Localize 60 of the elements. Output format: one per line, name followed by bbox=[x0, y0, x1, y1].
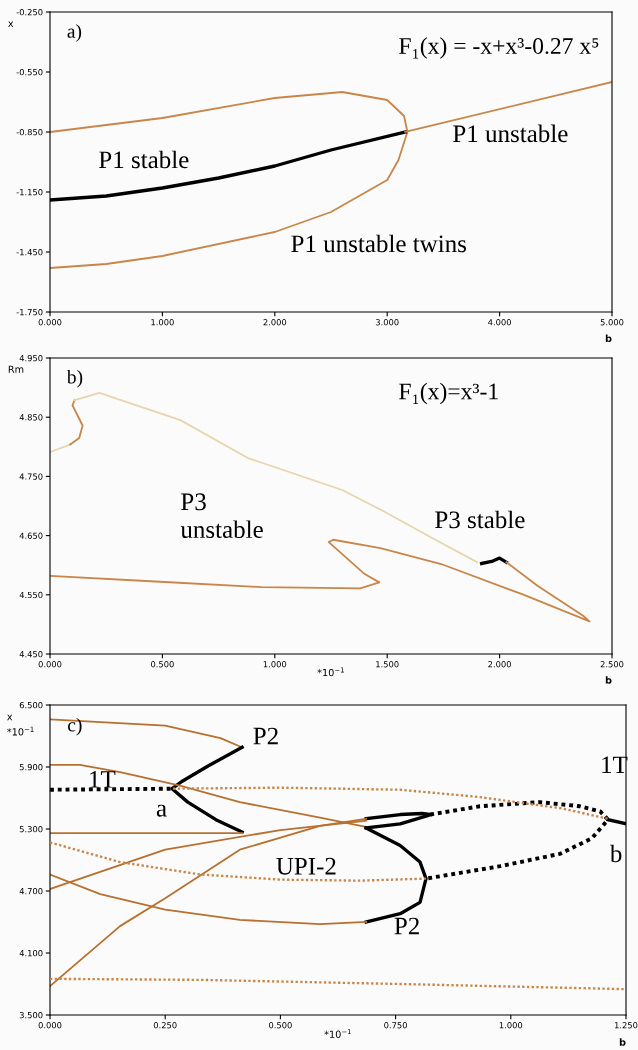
y-axis-title: x *10$^{−1}$ bbox=[7, 714, 34, 736]
text: b) bbox=[66, 369, 83, 388]
annotation: P3 stable bbox=[435, 510, 525, 529]
annotation: 1T bbox=[90, 771, 116, 788]
x-tick-label: 2.000 bbox=[263, 319, 287, 326]
y-tick-label: 4.750 bbox=[19, 473, 43, 480]
y-tick-label: 4.950 bbox=[19, 354, 43, 362]
y-tick-label: 5.900 bbox=[19, 763, 43, 771]
annotation: UPI-2 bbox=[276, 857, 336, 875]
x-tick-label: 2.500 bbox=[600, 661, 624, 668]
x-tick-label: 0.250 bbox=[153, 1022, 177, 1029]
x-tick-label: 0.500 bbox=[269, 1022, 292, 1029]
y-tick-label: -0.550 bbox=[16, 68, 43, 76]
text: F₁(x)=x³-1 bbox=[399, 382, 498, 405]
y-tick-label: -0.850 bbox=[16, 128, 43, 136]
x-tick-label: 1.000 bbox=[499, 1022, 523, 1029]
annotation: a bbox=[156, 804, 167, 817]
x-tick-label: 0.500 bbox=[151, 661, 174, 668]
annotation: P1 stable bbox=[99, 150, 189, 169]
x-axis-title: b bbox=[605, 334, 612, 343]
x-tick-label: 2.000 bbox=[488, 661, 511, 668]
x-tick-label: 4.000 bbox=[488, 319, 511, 326]
y-tick-label: 4.550 bbox=[19, 591, 43, 599]
y-tick-label: -0.250 bbox=[16, 8, 43, 16]
x-tick-label: 0.000 bbox=[38, 319, 62, 326]
y-tick-label: 4.100 bbox=[19, 949, 43, 957]
y-tick-label: 4.700 bbox=[19, 887, 43, 895]
x-tick-label: 1.000 bbox=[263, 661, 287, 668]
x-axis-title: b bbox=[619, 1038, 626, 1046]
x-axis-title: b bbox=[605, 676, 612, 684]
x-tick-label: 1.250 bbox=[614, 1022, 638, 1029]
text: *10$^{−1}$ bbox=[324, 1029, 351, 1038]
x-tick-label: 3.000 bbox=[375, 319, 399, 326]
text: c) bbox=[68, 717, 82, 736]
x-tick-label: 5.000 bbox=[600, 319, 624, 326]
annotation: P1 unstable bbox=[453, 124, 568, 143]
x-tick-label: 1.000 bbox=[151, 319, 174, 326]
y-tick-label: 4.650 bbox=[19, 532, 43, 539]
x-tick-label: 1.500 bbox=[376, 661, 399, 668]
x-tick-label: 0.750 bbox=[384, 1022, 407, 1029]
annotation: b bbox=[609, 844, 622, 863]
text: *10$^{−1}$ bbox=[317, 667, 344, 677]
annotation: P2 bbox=[253, 727, 278, 745]
y-tick-label: -1.750 bbox=[16, 308, 43, 316]
y-tick-label: 6.500 bbox=[19, 701, 43, 709]
y-tick-label: 4.450 bbox=[19, 650, 43, 658]
annotation: P1 unstable twins bbox=[291, 234, 467, 253]
y-axis-title: Rm bbox=[8, 365, 24, 373]
annotation: P2 bbox=[394, 917, 419, 935]
x-tick-label: 0.000 bbox=[38, 661, 62, 668]
annotation: P3 unstable bbox=[180, 493, 263, 539]
y-tick-label: -1.450 bbox=[16, 248, 43, 256]
y-tick-label: -1.150 bbox=[16, 188, 43, 196]
y-tick-label: 4.850 bbox=[19, 414, 43, 421]
text: a) bbox=[67, 24, 82, 42]
y-tick-label: 3.500 bbox=[19, 1011, 43, 1019]
text: F₁(x) = -x+x³-0.27 x⁵ bbox=[399, 37, 599, 59]
y-axis-title: x bbox=[8, 21, 14, 27]
y-tick-label: 5.300 bbox=[19, 825, 43, 833]
x-tick-label: 0.000 bbox=[38, 1022, 62, 1029]
